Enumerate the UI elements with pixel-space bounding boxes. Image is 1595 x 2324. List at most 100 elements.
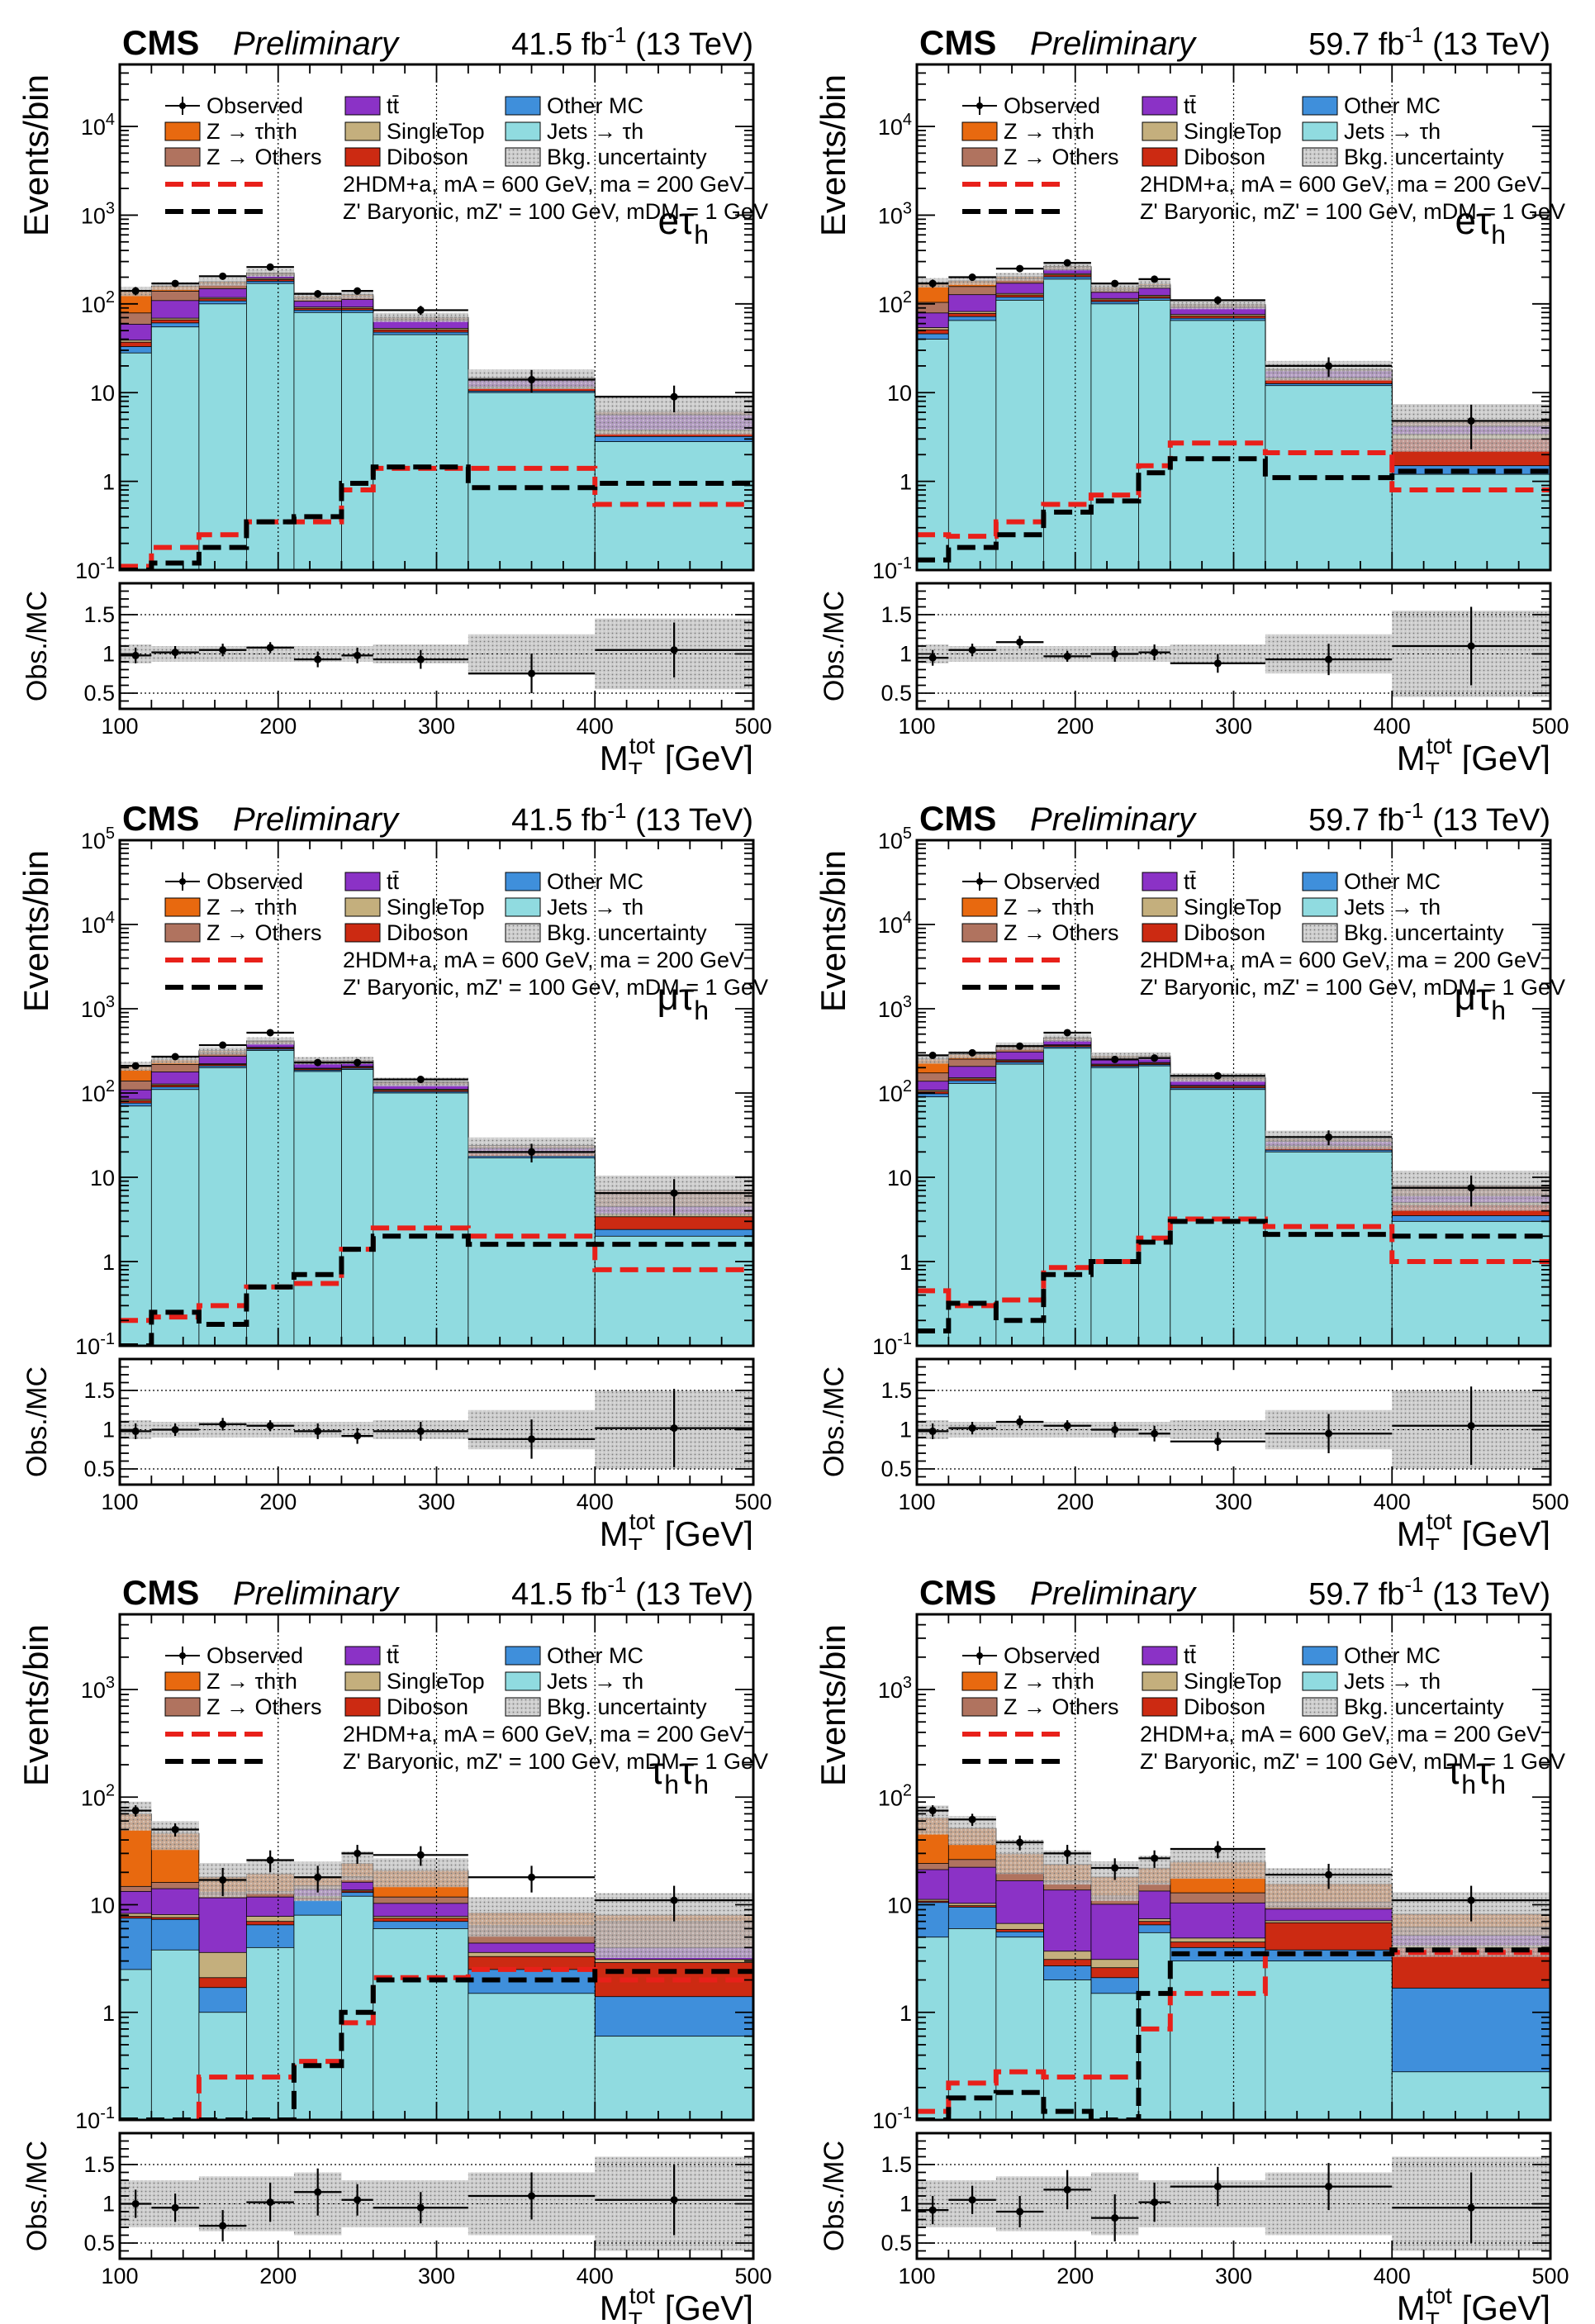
obs-point	[266, 1856, 274, 1864]
legend-label: Other MC	[1344, 93, 1441, 118]
stack-bar-jets	[1042, 1048, 1092, 1346]
legend-entry-observed: Observed	[165, 93, 303, 118]
y-axis-ratio: 0.5 1 1.5	[83, 2140, 753, 2255]
stack-bar-jets	[947, 320, 997, 570]
legend-label: Z → τhτh	[1004, 895, 1094, 920]
x-tick-label: 200	[259, 714, 297, 739]
x-tick-label: 400	[577, 1490, 614, 1514]
y-tick-label: 1	[900, 470, 912, 495]
x-axis-title: MTtot [GeV]	[600, 2283, 753, 2324]
ratio-point	[928, 2206, 937, 2214]
legend-entry-bkgunc: Bkg. uncertainty	[505, 1694, 707, 1719]
obs-point	[1063, 1849, 1071, 1857]
obs-point	[1325, 1870, 1333, 1879]
stack-bar-jets	[947, 1928, 997, 2120]
y-tick-label: 1	[900, 2001, 912, 2026]
legend-swatch	[1142, 1671, 1178, 1691]
ratio-y-tick-label: 0.5	[881, 2231, 912, 2255]
legend-entry-ztt: Z → τhτh	[961, 1669, 1094, 1694]
guide-lines	[278, 1614, 596, 2120]
main-plot-area	[917, 840, 1550, 1346]
y-axis-main: 10-1 1 10 102 103	[872, 1613, 1550, 2133]
legend-swatch	[1142, 872, 1178, 891]
legend-entry-zothers: Z → Others	[961, 145, 1119, 169]
x-axis: 100 200 300 400 500	[101, 1614, 772, 2288]
ratio-y-tick-label: 1	[900, 642, 912, 667]
legend-label: tt̄	[387, 1643, 400, 1668]
legend-swatch	[1302, 1697, 1338, 1717]
ratio-point	[1111, 650, 1119, 658]
legend-entry-ztt: Z → τhτh	[961, 895, 1094, 920]
stack-bar-jets	[594, 2036, 753, 2120]
main-plot-area	[917, 64, 1550, 570]
legend-entry-ztt: Z → τhτh	[164, 119, 297, 144]
ratio-point	[528, 669, 536, 677]
legend-entry-ztt: Z → τhτh	[164, 895, 297, 920]
legend-label: Observed	[206, 869, 303, 894]
ratio-y-axis-title: Obs./MC	[21, 591, 53, 701]
legend-entry-jetstau: Jets → τh	[505, 119, 643, 144]
legend-entry-ttbar: tt̄	[1142, 869, 1197, 894]
obs-point	[1213, 1845, 1222, 1853]
legend-entry-sig1: 2HDM+a, mA = 600 GeV, ma = 200 GeV	[962, 948, 1541, 972]
stack-jets	[120, 1895, 753, 2120]
legend-entry-zothers: Z → Others	[164, 920, 322, 945]
chart-panel-mutau-2018: CMS Preliminary 59.7 fb-1 (13 TeV) 10-1 1 10 1…	[797, 776, 1594, 1550]
legend-label: tt̄	[387, 869, 400, 894]
y-axis-ratio: 0.5 1 1.5	[83, 590, 753, 706]
bkg-unc-bin	[1043, 1034, 1091, 1042]
legend-entry-jetstau: Jets → τh	[505, 1669, 643, 1694]
observed-points	[917, 1029, 1550, 1207]
y-tick-label: 10-1	[75, 554, 115, 583]
x-tick-label: 500	[734, 2264, 771, 2288]
x-tick-label: 200	[1056, 1490, 1094, 1514]
y-axis-title: Events/bin	[814, 74, 852, 236]
legend: Observed tt̄ Other MC Z → τhτh SingleTop Jets…	[961, 869, 1565, 1000]
x-axis: 100 200 300 400 500	[898, 64, 1569, 739]
y-tick-label: 102	[878, 1781, 912, 1810]
y-axis-title: Events/bin	[814, 850, 852, 1012]
legend-label: Other MC	[547, 93, 643, 118]
x-axis-title: MTtot [GeV]	[1397, 733, 1550, 774]
legend-label: Z' Baryonic, mZ' = 100 GeV, mDM = 1 GeV	[343, 975, 768, 1000]
obs-point	[354, 1849, 362, 1857]
y-tick-label: 104	[81, 909, 115, 938]
x-tick-label: 100	[898, 1490, 935, 1514]
obs-point	[1467, 1184, 1475, 1192]
x-axis: 100 200 300 400 500	[101, 64, 772, 739]
y-axis-ratio: 0.5 1 1.5	[881, 1366, 1550, 1481]
chart-header: CMS Preliminary 41.5 fb-1 (13 TeV)	[122, 22, 753, 62]
legend-label: Z → Others	[206, 1694, 322, 1719]
legend-swatch	[505, 1671, 541, 1691]
ratio-point	[1467, 642, 1475, 650]
legend-entry-diboson: Diboson	[344, 1694, 468, 1719]
signal-zprime-line	[120, 1969, 753, 2120]
y-axis-main: 10-1 1 10 102 103 104 105	[75, 825, 753, 1359]
legend-label: Other MC	[1344, 869, 1441, 894]
bkg-unc-bin	[948, 277, 996, 285]
ratio-point	[1016, 2208, 1024, 2216]
ratio-point	[354, 1432, 362, 1440]
stack-bar-jets	[1170, 1960, 1266, 2120]
legend-label: Z → Others	[1004, 920, 1119, 945]
ratio-point	[670, 646, 678, 654]
legend-label: Observed	[1004, 869, 1100, 894]
ratio-point	[1213, 1438, 1222, 1446]
legend-label: Diboson	[1184, 145, 1265, 169]
cms-label: CMS	[919, 1573, 996, 1612]
legend-entry-zothers: Z → Others	[164, 145, 322, 169]
stack-bar-jets	[995, 1063, 1044, 1346]
y-tick-label: 10-1	[872, 2104, 912, 2133]
obs-point	[1213, 1072, 1222, 1080]
x-tick-label: 500	[1531, 714, 1569, 739]
y-axis-ratio: 0.5 1 1.5	[881, 590, 1550, 706]
x-tick-label: 200	[1056, 714, 1094, 739]
legend-label: Diboson	[1184, 920, 1265, 945]
obs-point	[219, 1041, 227, 1049]
legend-entry-othermc: Other MC	[1302, 1643, 1441, 1668]
x-tick-label: 100	[898, 2264, 935, 2288]
ratio-point	[1151, 2198, 1159, 2207]
y-tick-label: 1	[102, 1250, 115, 1275]
ratio-point	[416, 1427, 425, 1435]
stack-bar-jets	[245, 1050, 295, 1346]
